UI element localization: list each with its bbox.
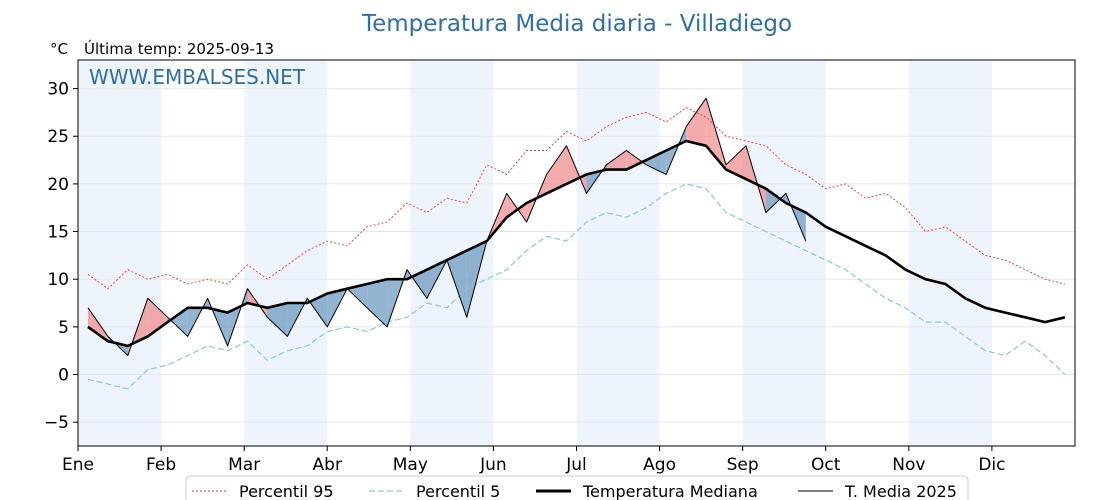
x-tick-label-nov: Nov <box>892 455 925 475</box>
warm-anomaly-fill <box>606 150 627 170</box>
x-tick-label-abr: Abr <box>313 455 342 475</box>
cold-anomaly-fill <box>765 188 786 213</box>
x-tick-label-may: May <box>393 455 428 475</box>
y-tick-label-20: 20 <box>47 175 69 195</box>
series-lines <box>87 97 1066 390</box>
last-temp-label: Última temp: 2025-09-13 <box>84 39 274 58</box>
cold-anomaly-fill <box>267 303 288 337</box>
warm-anomaly-fill <box>147 298 168 337</box>
y-tick-label-25: 25 <box>47 127 69 147</box>
x-tick-label-ago: Ago <box>643 455 676 475</box>
y-tick-label--5: −5 <box>44 413 69 433</box>
y-axis: −5 0 5 10 15 20 25 30 <box>44 80 78 433</box>
series-line-percentil-95 <box>87 107 1066 290</box>
legend-label-current: T. Media 2025 <box>844 482 957 500</box>
legend-label-p5: Percentil 5 <box>416 482 500 500</box>
x-tick-label-dic: Dic <box>978 455 1005 475</box>
y-tick-label-15: 15 <box>47 223 69 243</box>
legend: Percentil 95 Percentil 5 Temperatura Med… <box>185 475 969 500</box>
warm-anomaly-fill <box>686 98 707 146</box>
y-tick-label-0: 0 <box>58 366 69 386</box>
legend-box <box>185 475 969 500</box>
series-line-media-2025 <box>87 97 807 356</box>
legend-label-median: Temperatura Mediana <box>582 482 758 500</box>
watermark: WWW.EMBALSES.NET <box>89 65 306 89</box>
warm-anomaly-fill <box>546 145 567 194</box>
month-band-nov <box>908 60 992 446</box>
cold-anomaly-fill <box>367 279 388 327</box>
unit-label: °C <box>50 40 68 58</box>
warm-anomaly-fill <box>87 307 108 342</box>
cold-anomaly-fill <box>446 250 467 318</box>
warm-anomaly-fill <box>626 150 647 170</box>
month-band-ene <box>78 60 162 446</box>
cold-anomaly-fill <box>646 150 667 175</box>
x-axis: Ene Feb Mar Abr May Jun Jul Ago Sep Oct Nov Dic <box>62 446 1006 475</box>
series-line-mediana <box>87 139 1066 348</box>
month-bands <box>78 60 992 446</box>
y-tick-label-30: 30 <box>47 80 69 100</box>
cold-anomaly-fill <box>347 283 368 308</box>
series-line-percentil-5 <box>87 183 1066 390</box>
month-band-jul <box>576 60 660 446</box>
grid-lines <box>78 88 1075 423</box>
x-tick-label-feb: Feb <box>146 455 176 475</box>
x-tick-label-oct: Oct <box>811 455 841 475</box>
month-band-sep <box>742 60 826 446</box>
warm-anomaly-fill <box>127 298 148 356</box>
x-tick-label-ene: Ene <box>62 455 94 475</box>
y-tick-label-5: 5 <box>58 318 69 338</box>
month-band-mar <box>244 60 328 446</box>
x-tick-label-sep: Sep <box>727 455 759 475</box>
x-tick-label-jul: Jul <box>565 455 587 475</box>
x-tick-label-mar: Mar <box>228 455 260 475</box>
legend-label-p95: Percentil 95 <box>239 482 334 500</box>
cold-anomaly-fill <box>167 307 188 337</box>
chart-title: Temperatura Media diaria - Villadiego <box>361 11 792 37</box>
y-tick-label-10: 10 <box>47 270 69 290</box>
x-tick-label-jun: Jun <box>479 455 507 475</box>
